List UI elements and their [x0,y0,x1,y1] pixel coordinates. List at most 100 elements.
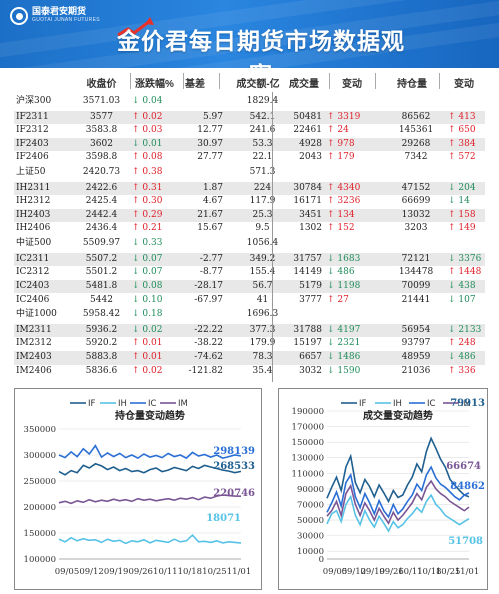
header-separator [439,73,440,89]
change-value: 0.07 [142,267,163,278]
change-value: 0.03 [142,125,163,136]
oichg-cell: ↑ 1448 [448,266,488,280]
vol-cell: 14149 [293,267,322,278]
table-row: IF2311 3577 ↑ 0.02 5.97 542.1 50481 ↑ 3319 8656… [14,110,488,125]
value-annotation: 84862 [450,481,485,492]
legend-label: IH [118,399,127,409]
vol-cell: 31788 [293,324,322,335]
name-cell: IF2311 [16,111,49,122]
down-arrow-icon: ↓ [132,280,143,291]
oi-cell: 21036 [401,365,431,376]
column-header: 收盘价 [86,79,117,90]
volume-change-value: 24 [337,125,349,136]
chart-title: 持仓量变动趋势 [115,409,185,422]
volume-change-value: 978 [337,138,355,149]
x-tick-label: 09/19 [360,567,385,577]
y-tick-label: 70000 [297,500,324,510]
price-cell: 2425.4 [85,196,118,207]
chg-cell: ↑ 0.31 [132,182,182,196]
vol-cell: 31757 [293,253,322,264]
change-value: 0.02 [142,111,163,122]
name-cell: IM2312 [16,338,52,349]
y-tick-label: 200000 [24,503,56,513]
oi-cell: 145361 [398,125,434,136]
x-tick-label: 09/12 [79,567,104,577]
oichg-cell: ↑ 158 [448,209,488,223]
amt-cell: 1829.4 [246,96,279,106]
chg-cell: ↑ 0.29 [132,209,182,223]
y-tick-label: 150000 [292,438,324,448]
amt-cell: 22.1 [252,152,273,163]
change-value: 0.08 [142,280,163,291]
chg-cell: ↓ 0.01 [132,138,182,152]
x-tick-label: 10/11 [398,567,423,577]
change-value: 0.01 [142,352,163,362]
chg-cell: ↑ 0.30 [132,195,182,209]
vchg-cell: ↓ 1198 [327,280,377,294]
down-arrow-icon: ↓ [132,309,143,320]
name-cell: IM2403 [16,352,52,362]
oichg-cell: ↓ 2133 [448,324,488,338]
oi-cell: 13032 [401,209,431,220]
up-arrow-icon: ↑ [448,338,459,349]
legend-label: IC [148,399,157,409]
up-arrow-icon: ↑ [132,152,143,163]
name-cell: 中证500 [16,238,52,249]
down-arrow-icon: ↓ [327,280,338,291]
amt-cell: 241.6 [249,125,276,136]
vol-cell: 22461 [293,125,322,136]
price-cell: 2442.4 [85,209,118,220]
oi-cell: 47152 [401,182,431,193]
vchg-cell: ↑ 27 [327,294,377,308]
up-arrow-icon: ↑ [327,223,338,234]
table-row: IF2403 3602 ↓ 0.01 30.97 53.3 4928 ↑ 978 29268 ↑… [14,137,485,152]
table-header: 收盘价 涨跌幅% 基差 成交额-亿 成交量 变动 持仓量 变动 [14,68,485,92]
x-tick-label: 09/26 [128,567,153,577]
value-annotation: 66674 [446,461,481,472]
price-cell: 5501.2 [85,267,118,278]
amt-cell: 35.4 [252,365,273,376]
name-cell: IC2403 [16,280,50,291]
amt-cell: 179.9 [249,338,276,349]
series-line-ih [326,493,470,533]
name-cell: IF2406 [16,152,49,163]
vol-cell: 15197 [293,338,322,349]
oi-change-value: 2133 [458,324,482,335]
price-cell: 2436.4 [85,223,118,234]
volume-change-value: 3319 [337,111,361,122]
name-cell: 中证1000 [16,309,57,320]
value-annotation: 268533 [213,461,255,472]
column-header: 变动 [342,79,362,90]
price-cell: 3571.03 [82,96,121,106]
oi-cell: 70099 [401,280,431,291]
name-cell: IC2311 [16,253,50,264]
up-arrow-icon: ↑ [132,167,143,178]
vol-cell: 3777 [299,294,322,305]
header-separator [219,73,220,89]
vol-cell: 50481 [293,111,322,122]
down-arrow-icon: ↓ [327,338,338,349]
chg-cell: ↑ 0.21 [132,222,182,236]
name-cell: 上证50 [16,167,46,178]
open-interest-chart: 100000 150000 200000 250000 300000 350000 09/0… [14,388,262,590]
down-arrow-icon: ↓ [448,352,459,362]
oichg-cell: ↑ 336 [448,365,488,379]
basis-cell: 30.97 [197,138,223,149]
vol-cell: 2043 [299,152,322,163]
price-cell: 5958.42 [82,309,121,320]
oi-change-value: 572 [458,152,476,163]
oichg-cell: ↑ 413 [448,111,488,125]
table-row: IM2403 5883.8 ↑ 0.01 -74.62 78.3 6657 ↓ 1486 48… [14,351,485,365]
amt-cell: 224 [253,182,272,193]
header-separator [329,73,330,89]
table-row: IH2403 2442.4 ↑ 0.29 21.67 25.3 3451 ↑ 134 1303… [14,208,488,223]
oi-change-value: 107 [458,294,476,305]
price-cell: 2420.73 [82,167,121,178]
name-cell: IH2312 [16,196,51,207]
name-cell: IH2311 [16,182,51,193]
vol-cell: 16171 [293,196,322,207]
up-arrow-icon: ↑ [327,125,338,136]
futures-data-table: 收盘价 涨跌幅% 基差 成交额-亿 成交量 变动 持仓量 变动 沪深300 3571.03 ↓ 0… [14,68,485,385]
basis-cell: -2.77 [199,253,223,264]
table-row: IM2311 5936.2 ↓ 0.02 -22.22 377.3 31788 ↓ 4197… [14,323,488,338]
